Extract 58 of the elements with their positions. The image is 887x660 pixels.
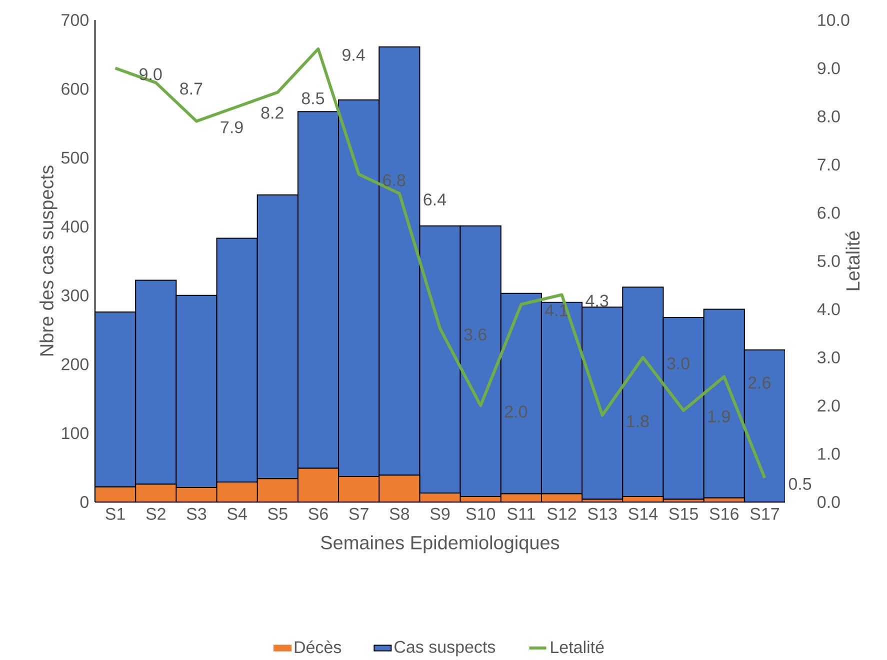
x-tick-label: S10: [466, 508, 496, 520]
x-tick-label: S7: [349, 508, 368, 520]
y-tick-label: 300: [61, 289, 88, 302]
y2-tick-label: 7.0: [818, 158, 840, 171]
y-tick-label: 700: [62, 14, 88, 26]
data-label: 0.5: [788, 478, 812, 490]
x-tick-label: S5: [268, 508, 288, 520]
data-label: 2.0: [504, 406, 528, 418]
data-label: 8.5: [302, 92, 324, 104]
y2-tick-label: 6.0: [818, 206, 840, 219]
y2-tick-label: 8.0: [818, 110, 840, 122]
x-tick-label: S1: [106, 508, 125, 520]
data-label: 8.2: [261, 106, 284, 119]
data-label: 8.7: [180, 82, 202, 95]
y-tick-label: 200: [62, 358, 88, 370]
legend-label: Letalité: [551, 640, 604, 654]
data-label: 9.0: [140, 68, 162, 80]
x-tick-label: S4: [227, 508, 247, 520]
x-tick-label: S11: [507, 508, 535, 520]
y-tick-label: 100: [62, 427, 88, 440]
data-label: 3.0: [667, 357, 690, 370]
y2-axis-title: Letalité: [846, 231, 860, 290]
legend-label: Décès: [294, 640, 342, 654]
x-tick-label: S14: [628, 508, 658, 520]
y-tick-label: 500: [61, 152, 88, 164]
y2-tick-label: 10.0: [818, 14, 850, 26]
data-label: 1.8: [627, 415, 649, 428]
y2-tick-label: 3.0: [818, 351, 840, 364]
y-axis-title: Nbre des cas suspects: [40, 166, 58, 356]
data-label: 6.4: [424, 193, 446, 206]
x-tick-label: S15: [669, 508, 698, 520]
x-tick-label: S3: [186, 508, 206, 520]
y2-tick-label: 4.0: [817, 303, 840, 316]
y-tick-label: 600: [62, 82, 88, 95]
x-tick-label: S8: [390, 508, 410, 520]
x-tick-label: S16: [710, 508, 738, 520]
data-label: 7.9: [220, 121, 243, 134]
data-label: 6.8: [383, 174, 406, 186]
y-tick-label: 0: [80, 496, 88, 508]
y2-tick-label: 2.0: [818, 400, 840, 412]
data-label: 1.9: [708, 410, 730, 422]
x-tick-label: S13: [588, 508, 617, 520]
data-label: 2.6: [748, 376, 770, 389]
x-tick-label: S12: [547, 508, 576, 520]
data-label: 9.4: [342, 48, 365, 61]
data-label: 4.3: [586, 294, 608, 307]
x-tick-label: S6: [308, 508, 328, 520]
y2-tick-label: 9.0: [818, 62, 840, 74]
x-axis-title: Semaines Epidemiologiques: [320, 535, 560, 554]
legend-label: Cas suspects: [394, 640, 496, 656]
x-tick-label: S17: [750, 508, 779, 520]
y2-tick-label: 5.0: [818, 254, 840, 268]
x-tick-label: S2: [146, 508, 166, 520]
y2-tick-label: 1.0: [818, 448, 840, 460]
y-tick-label: 400: [61, 220, 88, 233]
x-tick-label: S9: [430, 508, 450, 520]
data-label: 3.6: [464, 328, 486, 340]
y2-tick-label: 0.0: [818, 496, 840, 508]
